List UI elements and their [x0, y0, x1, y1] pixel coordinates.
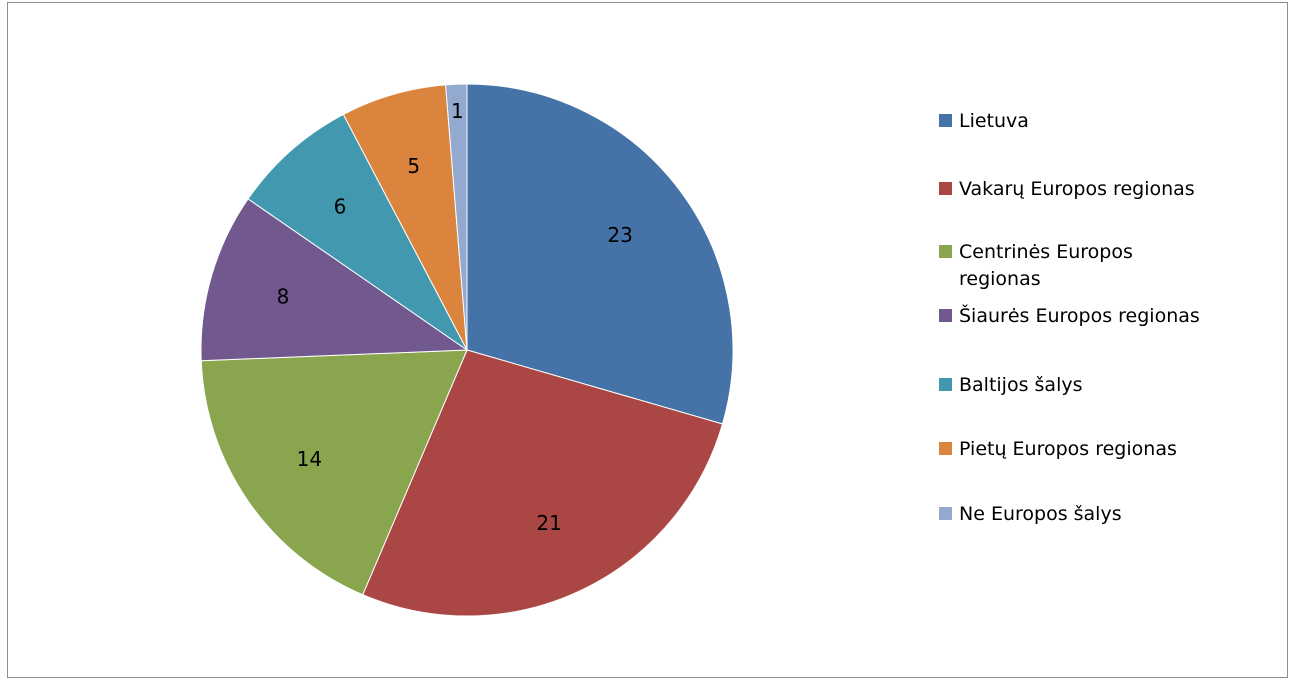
- legend-item-2: Centrinės Europos regionas: [939, 239, 1269, 293]
- legend-label: Vakarų Europos regionas: [959, 178, 1195, 200]
- slice-value-label-2: 14: [297, 447, 322, 471]
- legend-swatch: [939, 245, 952, 258]
- legend-label: Ne Europos šalys: [959, 503, 1122, 525]
- legend-label: Šiaurės Europos regionas: [959, 305, 1200, 327]
- slice-value-label-3: 8: [277, 285, 290, 309]
- pie-chart: 23 21 14 8 6 5 1: [200, 83, 734, 617]
- legend-item-4: Baltijos šalys: [939, 372, 1269, 399]
- slice-value-label-6: 1: [451, 99, 464, 123]
- pie-slice-2: [200, 349, 468, 596]
- legend-swatch: [939, 378, 952, 391]
- slice-value-label-0: 23: [607, 223, 632, 247]
- chart-legend: Lietuva Vakarų Europos regionas Centrinės …: [939, 3, 1279, 677]
- slice-value-label-1: 21: [536, 511, 561, 535]
- legend-item-6: Ne Europos šalys: [939, 501, 1269, 528]
- legend-label: Baltijos šalys: [959, 374, 1083, 396]
- legend-swatch: [939, 507, 952, 520]
- legend-swatch: [939, 442, 952, 455]
- legend-swatch: [939, 309, 952, 322]
- pie-slice-1: [362, 349, 724, 617]
- legend-label: Lietuva: [959, 110, 1029, 132]
- legend-item-5: Pietų Europos regionas: [939, 436, 1269, 463]
- pie-slice-6: [445, 83, 468, 351]
- pie-slice-4: [247, 113, 468, 351]
- legend-swatch: [939, 114, 952, 127]
- slice-value-label-5: 5: [407, 154, 420, 178]
- legend-item-0: Lietuva: [939, 108, 1269, 135]
- slice-value-label-4: 6: [334, 195, 347, 219]
- legend-item-1: Vakarų Europos regionas: [939, 176, 1269, 203]
- legend-swatch: [939, 182, 952, 195]
- legend-item-3: Šiaurės Europos regionas: [939, 303, 1269, 330]
- legend-label: Centrinės Europos regionas: [959, 241, 1133, 290]
- chart-area: 23 21 14 8 6 5 1 Lietuva Vakarų Europos regiona…: [7, 2, 1288, 678]
- legend-label: Pietų Europos regionas: [959, 438, 1177, 460]
- pie-slice-0: [466, 83, 734, 425]
- pie-slice-3: [200, 198, 469, 362]
